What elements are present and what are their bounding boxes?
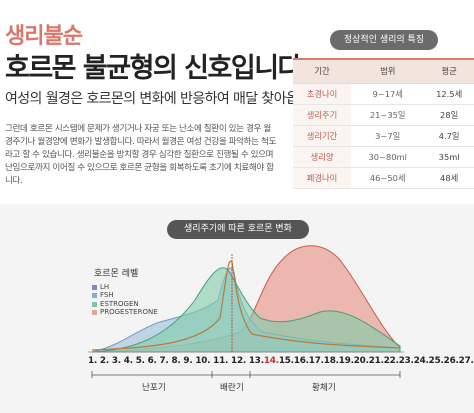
table-row: 폐경나이 46~50세 48세 (293, 167, 474, 189)
row-average: 35ml (424, 146, 474, 168)
day-axis-labels: 1. 2. 3. 4. 5. 6. 7. 8. 9. 10. 11. 12. 1… (88, 356, 474, 366)
phase-luteal: 황체기 (312, 383, 336, 393)
row-average: 28일 (424, 104, 474, 126)
table-row: 생리양 30~80ml 35ml (293, 146, 474, 168)
legend-label: LH (100, 283, 110, 291)
table-badge: 정상적인 생리의 특징 (330, 30, 438, 50)
day-labels-end: 15.16.17.18.19.20.21.22.23.24.25.26.27.2… (278, 356, 474, 366)
row-range: 3~7일 (351, 125, 425, 147)
section-subtitle: 생리불순 (5, 24, 83, 49)
legend-label: PROGESTERONE (100, 308, 158, 317)
row-label: 생리주기 (293, 104, 352, 126)
lh-line (91, 260, 401, 351)
day-labels-start: 1. 2. 3. 4. 5. 6. 7. 8. 9. 10. 11. 12. 1… (88, 356, 264, 366)
legend-item: ESTROGEN (92, 300, 158, 308)
estrogen-area (91, 267, 401, 353)
legend-swatch (92, 301, 97, 307)
legend-item: PROGESTERONE (92, 308, 158, 316)
table-row: 생리주기 21~35일 28일 (293, 104, 474, 126)
legend-swatch (92, 284, 97, 290)
row-range: 30~80ml (351, 146, 425, 168)
row-label: 초경나이 (293, 83, 352, 105)
row-range: 9~17세 (351, 83, 425, 105)
legend-label: ESTROGEN (100, 299, 139, 308)
phase-ovulation: 배란기 (220, 383, 244, 393)
col-header-average: 평균 (424, 58, 474, 84)
col-header-period: 기간 (293, 58, 352, 84)
row-range: 21~35일 (351, 104, 425, 126)
legend-item: FSH (92, 291, 158, 299)
table-row: 초경나이 9~17세 12.5세 (293, 83, 474, 105)
row-average: 12.5세 (424, 83, 474, 105)
normal-period-table: 기간 범위 평균 초경나이 9~17세 12.5세 생리주기 21~35일 28… (293, 58, 474, 189)
legend-swatch (92, 309, 97, 315)
chart-badge: 생리주기에 따른 호르몬 변화 (167, 220, 309, 239)
legend-swatch (92, 293, 97, 299)
table-row: 생리기간 3~7일 4.7일 (293, 125, 474, 147)
row-label: 생리양 (293, 146, 352, 168)
col-header-range: 범위 (351, 58, 425, 84)
page-title: 호르몬 불균형의 신호입니다 (5, 53, 302, 84)
lead-text: 여성의 월경은 호르몬의 변화에 반응하여 매달 찾아옵니다. (5, 91, 327, 107)
row-range: 46~50세 (351, 167, 425, 189)
legend-label: FSH (100, 291, 114, 300)
description-text: 그런데 호르몬 시스템에 문제가 생기거나 자궁 또는 난소에 질환이 있는 경… (5, 124, 277, 186)
row-label: 생리기간 (293, 125, 352, 147)
chart-legend: LH FSH ESTROGEN PROGESTERONE (92, 283, 158, 317)
legend-item: LH (92, 283, 158, 291)
row-label: 폐경나이 (293, 167, 352, 189)
chart-ylabel: 호르몬 레벨 (94, 269, 139, 279)
phase-follicular: 난포기 (142, 383, 166, 393)
table-header-row: 기간 범위 평균 (293, 58, 474, 84)
row-average: 48세 (424, 167, 474, 189)
day-label-ovulation: 14. (263, 356, 279, 366)
row-average: 4.7일 (424, 125, 474, 147)
